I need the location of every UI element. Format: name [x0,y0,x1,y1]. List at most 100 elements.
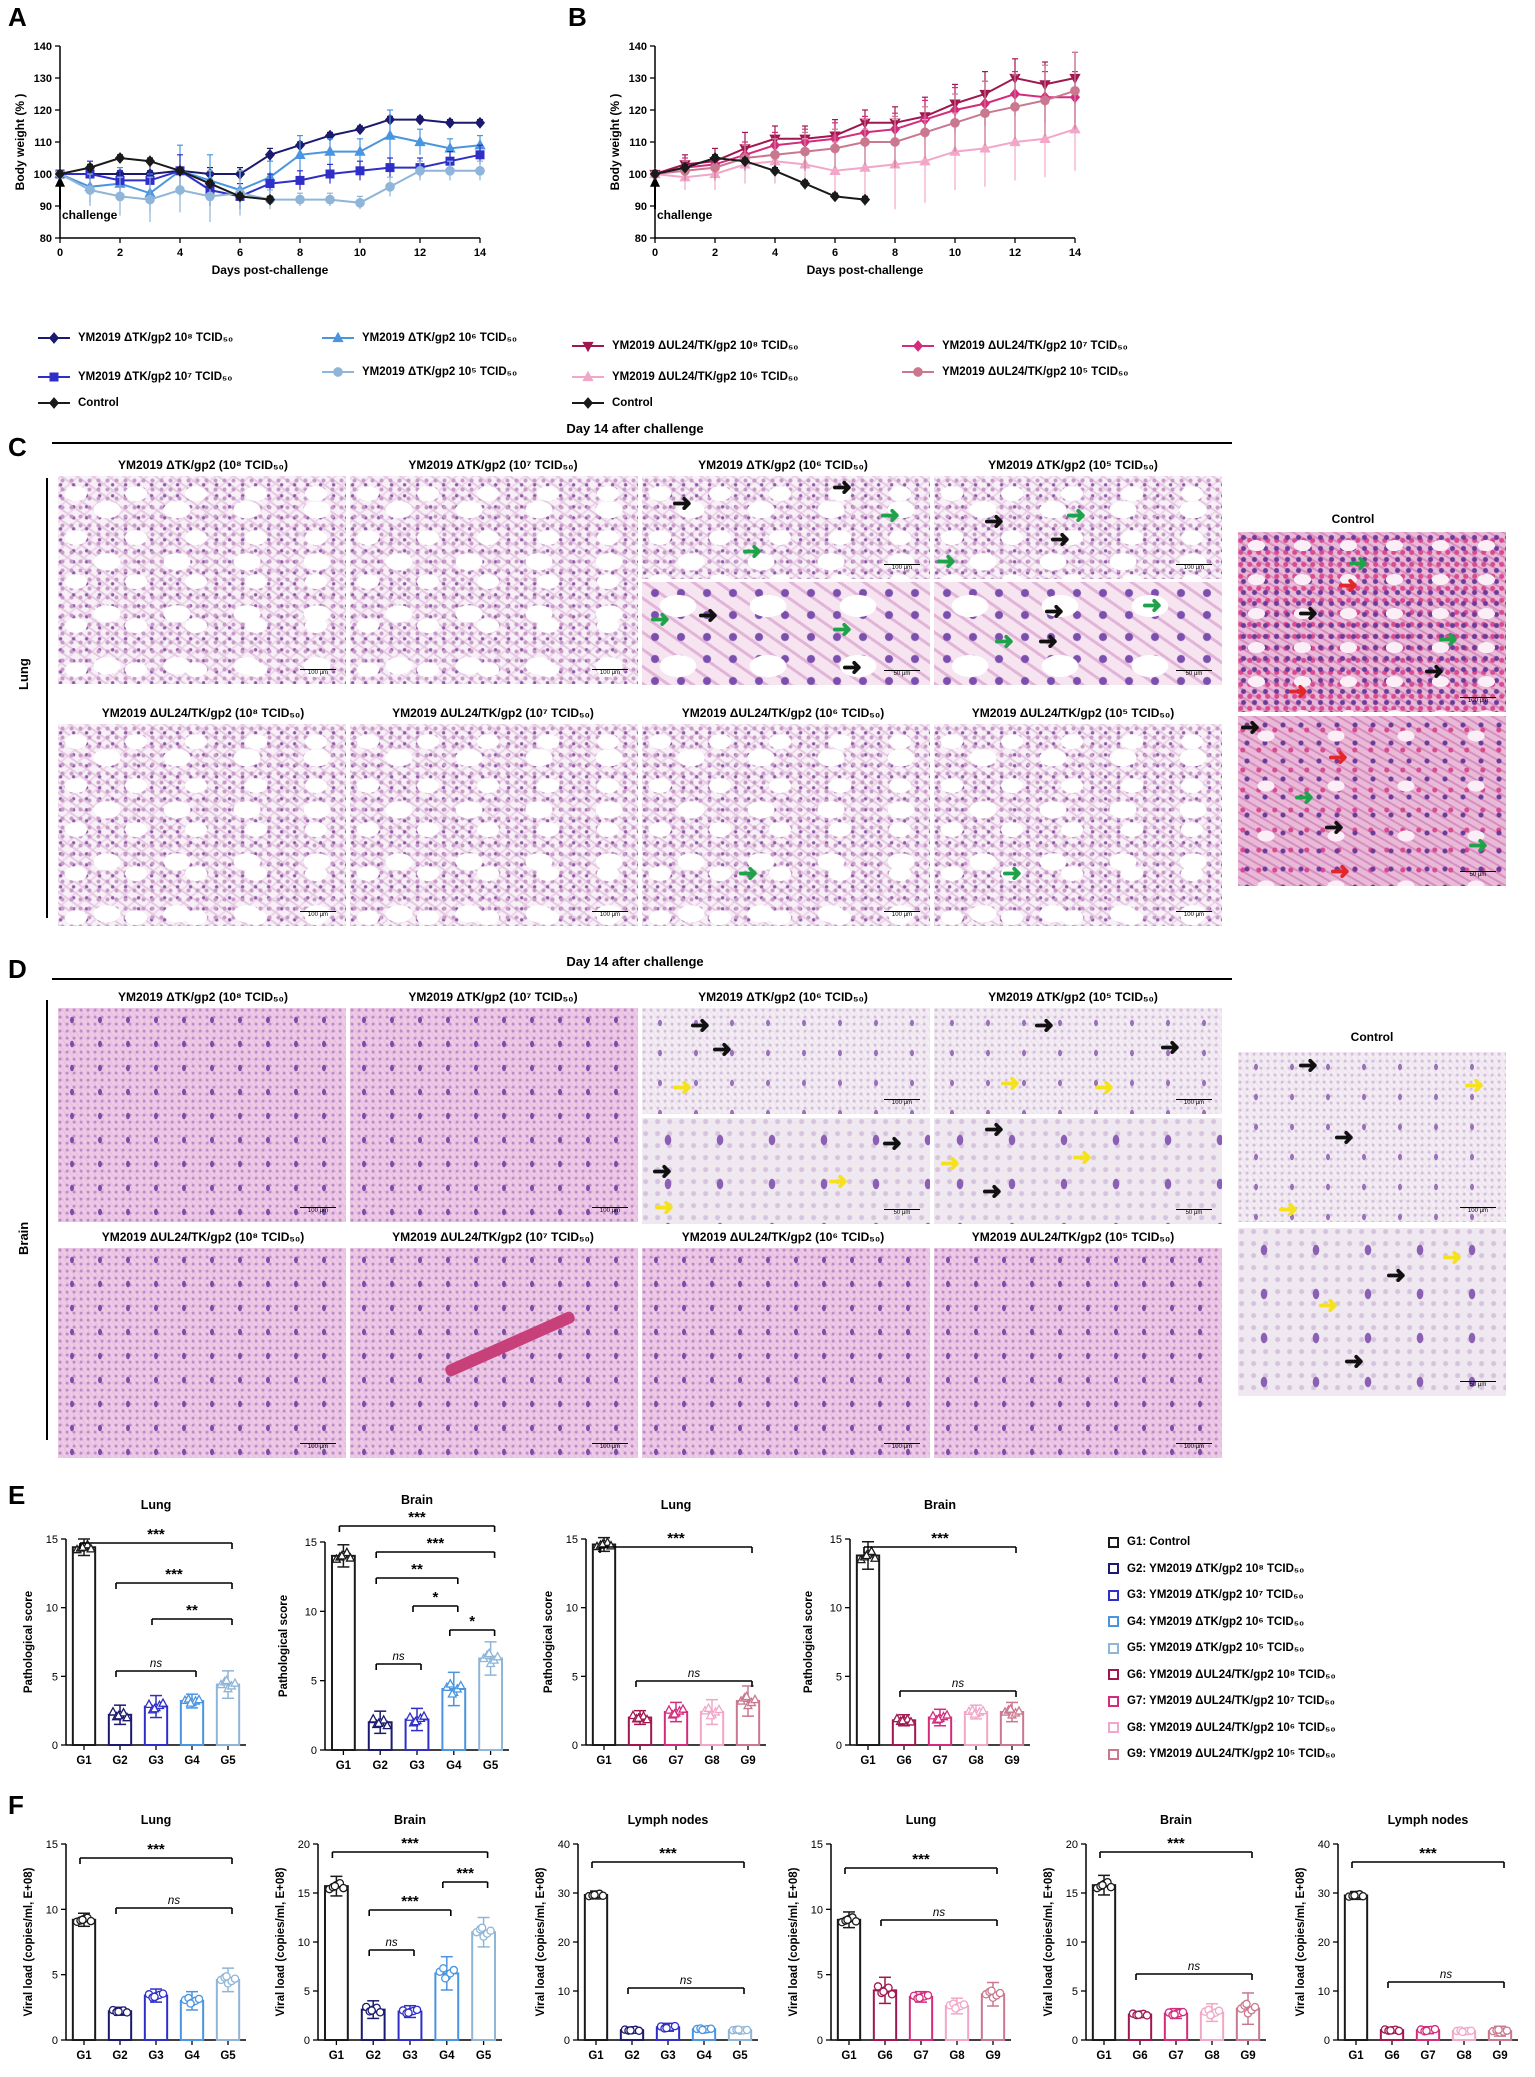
bar [330,1554,356,1751]
bar [1091,1884,1117,2041]
scalebar: 100 μm [1460,1207,1496,1214]
c-lung-axis [46,478,48,918]
scalebar: 100 μm [1176,564,1212,571]
c-lung-image-ul7: 100 μm [350,724,638,926]
arrow-black: ➜ [1334,1124,1355,1151]
legend-label: Control [78,397,119,409]
data-point [1134,2010,1143,2020]
y-tick-label: 40 [1318,1839,1330,1851]
data-point [649,168,661,180]
x-tick-label: G2 [624,2050,639,2062]
bar [1343,1894,1369,2041]
data-point [866,1545,877,1556]
significance-label: *** [147,1526,165,1543]
data-point [879,1987,888,1996]
scalebar: 100 μm [592,1207,628,1214]
y-tick-label: 120 [629,105,647,117]
c-label-tk6: YM2019 ΔTK/gp2 (10⁶ TCID₅₀) [698,458,868,472]
d-label-ul6: YM2019 ΔUL24/TK/gp2 (10⁶ TCID₅₀) [681,1230,885,1244]
x-tick-label: 6 [832,247,838,259]
arrow-yellow: ➜ [1278,1196,1299,1222]
data-point [1250,2002,1260,2012]
chart-f5: Brain 0 5 10 15 20 Viral load (copies/ml, E+08… [1043,1813,1266,2062]
y-tick-label: 20 [298,1839,310,1851]
data-point [265,179,275,189]
x-tick-label: G5 [476,2050,492,2062]
data-point [830,143,840,154]
data-point [221,1674,232,1685]
x-tick-label: G4 [696,2050,712,2062]
arrow-red: ➜ [1328,744,1349,771]
arrow-black: ➜ [690,1012,711,1039]
data-point [384,129,396,140]
data-point [860,137,870,147]
y-tick-label: 0 [572,1740,578,1752]
legend-label: YM2019 ΔTK/gp2 10⁵ TCID₅₀ [362,366,518,378]
bar [471,1931,497,2041]
x-tick-label: G1 [588,2050,604,2062]
y-tick-label: 20 [558,1937,570,1949]
y-tick-label: 5 [52,1970,58,1982]
legend-swatch [902,340,934,352]
x-tick-label: G7 [932,1755,947,1767]
arrow-black: ➜ [712,1036,733,1063]
x-tick-label: G5 [220,2050,236,2062]
data-point [915,1993,924,2003]
significance-label: * [469,1613,475,1630]
scalebar: 100 μm [300,669,336,676]
y-axis-label: Viral load (copies/ml, E+08) [23,1867,35,2016]
y-tick-label: 0 [1324,2035,1330,2047]
series-line [654,156,866,201]
arrow-green: ➜ [742,538,763,565]
y-tick-label: 100 [34,169,52,181]
blood-vessel [443,1310,577,1378]
x-tick-label: G1 [841,2050,857,2062]
significance-label: *** [401,1835,419,1852]
data-point [415,165,425,176]
legend-swatch [902,367,934,377]
x-tick-label: G1 [1348,2050,1364,2062]
y-axis-label: Body weight (% ) [608,94,622,191]
chart-f3: Lymph nodes 0 10 20 30 40 Viral load (copies/m… [535,1813,758,2062]
y-axis-label: Pathological score [803,1591,815,1693]
data-point [439,1964,448,1973]
x-tick-label: G7 [913,2050,928,2062]
data-point [86,1916,96,1926]
scalebar: 100 μm [300,911,336,918]
data-point [336,1550,347,1560]
data-point [1430,2024,1440,2034]
legend-label: YM2019 ΔUL24/TK/gp2 10⁸ TCID₅₀ [612,340,799,352]
data-point [1242,1999,1251,2009]
data-point [324,145,336,156]
data-point [158,1989,168,1998]
arrow-green: ➜ [832,616,853,643]
scalebar: 50 μm [884,670,920,677]
data-point [662,2023,671,2033]
significance-label: *** [667,1530,685,1547]
arrow-black: ➜ [842,654,863,681]
x-tick-label: G6 [1132,2050,1147,2062]
legend-e-item: G4: YM2019 ΔTK/gp2 10⁶ TCID₅₀ [1108,1616,1304,1628]
arrow-black: ➜ [1044,598,1065,625]
data-point [84,161,96,174]
significance-label: *** [401,1893,419,1910]
scalebar: 100 μm [1460,697,1496,704]
c-lung-zoom-tk5: ➜ ➜ ➜ ➜ 50 μm [934,582,1222,685]
y-tick-label: 140 [34,41,52,53]
arrow-black: ➜ [1298,600,1319,627]
legend-marker [332,332,344,343]
data-point [664,1704,674,1714]
data-point [414,135,426,147]
data-point [1206,2010,1215,2020]
c-lung-image-tk5: ➜ ➜ ➜ ➜ 100 μm [934,476,1222,579]
c-label-ul8: YM2019 ΔUL24/TK/gp2 (10⁸ TCID₅₀) [101,706,305,720]
y-tick-label: 30 [1318,1888,1330,1900]
x-tick-label: 8 [892,247,898,259]
bar [71,1546,97,1746]
x-tick-label: G2 [373,1760,388,1772]
d-brain-image-ul5: 100 μm [934,1248,1222,1458]
arrow-green: ➜ [936,548,957,575]
data-point [441,1974,450,1983]
legend-label: YM2019 ΔUL24/TK/gp2 10⁵ TCID₅₀ [942,366,1129,378]
data-point [987,1986,996,1995]
